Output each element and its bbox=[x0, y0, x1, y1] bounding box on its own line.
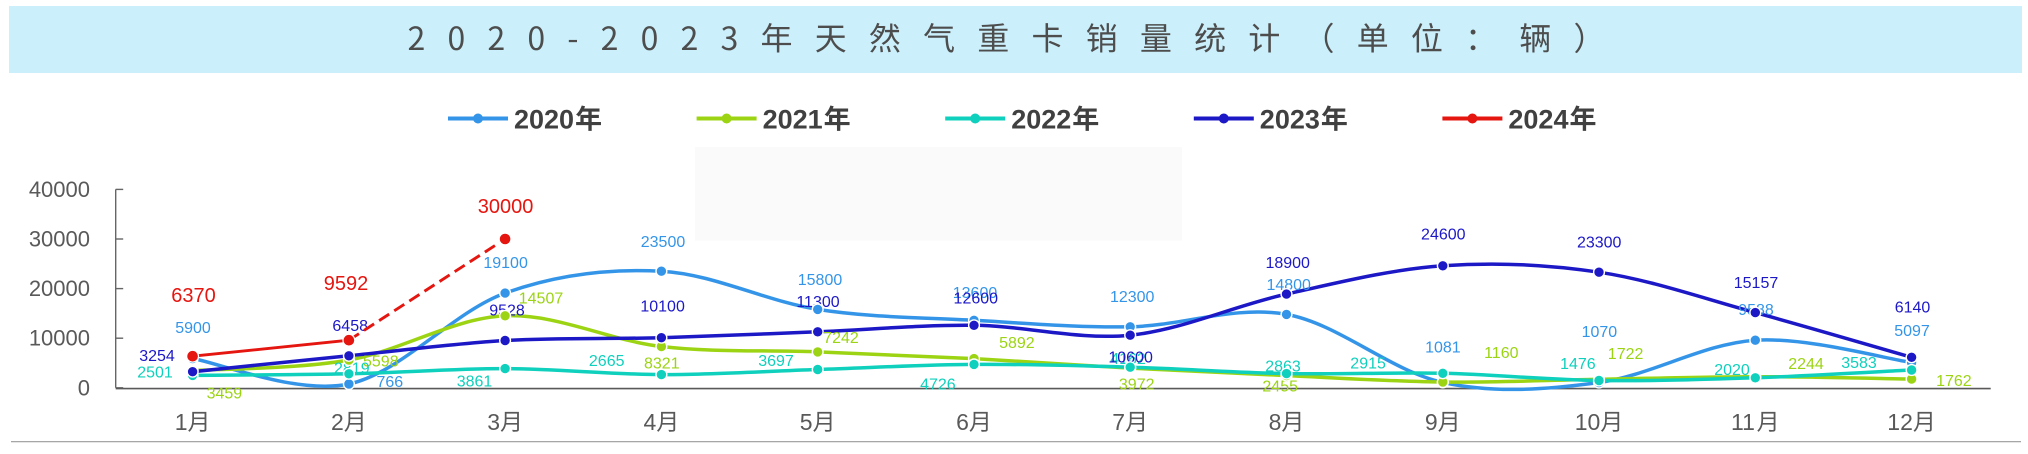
svg-text:10000: 10000 bbox=[29, 326, 90, 351]
svg-text:5892: 5892 bbox=[999, 335, 1035, 352]
svg-text:2244: 2244 bbox=[1788, 356, 1824, 373]
svg-text:1762: 1762 bbox=[1936, 373, 1972, 390]
svg-text:19100: 19100 bbox=[483, 255, 528, 272]
svg-text:10: 10 bbox=[1575, 409, 1601, 435]
svg-text:40000: 40000 bbox=[29, 177, 90, 202]
svg-text:2023: 2023 bbox=[1260, 105, 1320, 135]
svg-text:9592: 9592 bbox=[324, 273, 369, 295]
svg-text:12600: 12600 bbox=[954, 290, 999, 307]
svg-text:3: 3 bbox=[487, 409, 500, 435]
svg-text:5900: 5900 bbox=[175, 320, 211, 337]
svg-text:6140: 6140 bbox=[1895, 300, 1931, 317]
svg-text:3972: 3972 bbox=[1119, 377, 1155, 394]
svg-text:7242: 7242 bbox=[823, 330, 859, 347]
svg-text:23300: 23300 bbox=[1577, 235, 1622, 252]
svg-text:6: 6 bbox=[956, 409, 969, 435]
svg-text:6370: 6370 bbox=[171, 285, 216, 307]
svg-text:2024: 2024 bbox=[1508, 105, 1568, 135]
svg-text:1476: 1476 bbox=[1560, 356, 1596, 373]
svg-text:14507: 14507 bbox=[519, 291, 564, 308]
svg-text:11300: 11300 bbox=[796, 294, 839, 311]
svg-text:24600: 24600 bbox=[1421, 227, 1466, 244]
svg-text:1160: 1160 bbox=[1484, 345, 1519, 362]
svg-text:2020: 2020 bbox=[1714, 362, 1750, 379]
svg-text:15800: 15800 bbox=[798, 272, 843, 289]
svg-text:2: 2 bbox=[331, 409, 344, 435]
svg-text:1722: 1722 bbox=[1608, 346, 1644, 363]
svg-text:5598: 5598 bbox=[363, 354, 399, 371]
svg-text:2022: 2022 bbox=[1011, 105, 1071, 135]
svg-text:2455: 2455 bbox=[1262, 378, 1298, 395]
svg-text:12300: 12300 bbox=[1110, 289, 1155, 306]
svg-text:2501: 2501 bbox=[137, 365, 173, 382]
svg-text:3861: 3861 bbox=[457, 374, 493, 391]
svg-text:10600: 10600 bbox=[1108, 350, 1153, 367]
svg-text:5097: 5097 bbox=[1894, 323, 1930, 340]
svg-text:18900: 18900 bbox=[1265, 255, 1310, 272]
svg-text:9: 9 bbox=[1425, 409, 1438, 435]
svg-text:1081: 1081 bbox=[1425, 339, 1461, 356]
svg-text:13600: 13600 bbox=[953, 285, 998, 302]
svg-text:7: 7 bbox=[1112, 409, 1125, 435]
svg-text:3459: 3459 bbox=[207, 386, 243, 403]
svg-text:3697: 3697 bbox=[758, 353, 794, 370]
svg-text:4: 4 bbox=[644, 409, 657, 435]
svg-text:8: 8 bbox=[1269, 409, 1282, 435]
svg-text:2021: 2021 bbox=[763, 105, 823, 135]
svg-text:15157: 15157 bbox=[1734, 275, 1779, 292]
svg-text:2665: 2665 bbox=[589, 353, 625, 370]
svg-text:12: 12 bbox=[1887, 409, 1913, 435]
svg-text:766: 766 bbox=[376, 374, 403, 391]
svg-text:10100: 10100 bbox=[640, 299, 685, 316]
svg-text:1070: 1070 bbox=[1582, 324, 1618, 341]
svg-text:30000: 30000 bbox=[29, 227, 90, 252]
svg-text:3254: 3254 bbox=[139, 348, 175, 365]
svg-text:0: 0 bbox=[78, 375, 90, 400]
svg-text:2915: 2915 bbox=[1350, 356, 1386, 373]
svg-text:14800: 14800 bbox=[1266, 277, 1311, 294]
svg-text:1: 1 bbox=[175, 409, 188, 435]
svg-text:23500: 23500 bbox=[641, 234, 686, 251]
svg-text:6458: 6458 bbox=[332, 318, 368, 335]
svg-text:3583: 3583 bbox=[1841, 355, 1877, 372]
svg-text:4726: 4726 bbox=[920, 377, 956, 394]
svg-text:11: 11 bbox=[1731, 409, 1755, 435]
svg-text:2020: 2020 bbox=[514, 105, 574, 135]
svg-text:8321: 8321 bbox=[644, 355, 680, 372]
svg-text:30000: 30000 bbox=[478, 196, 534, 218]
svg-text:4162: 4162 bbox=[1110, 351, 1146, 368]
svg-text:20000: 20000 bbox=[29, 276, 90, 301]
svg-text:5: 5 bbox=[800, 409, 813, 435]
